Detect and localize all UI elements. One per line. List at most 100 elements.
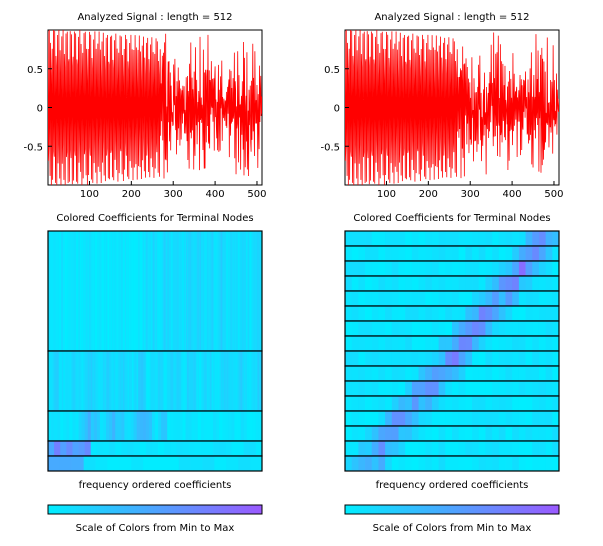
heatmap-cell [49, 351, 52, 411]
heatmap-cell [178, 231, 181, 351]
heatmap-cell [83, 456, 96, 471]
y-tick-label: 0.5 [324, 65, 340, 76]
heatmap-cell [371, 306, 379, 321]
x-tick-label: 500 [247, 189, 266, 200]
heatmap-cell [445, 366, 453, 381]
heatmap-cell [112, 351, 115, 411]
heatmap-cell [112, 411, 116, 441]
heatmap-cell [78, 411, 83, 441]
heatmap-cell [518, 306, 526, 321]
heatmap-cell [127, 411, 131, 441]
heatmap-cell [202, 231, 204, 351]
heatmap-cell [545, 291, 553, 306]
heatmap-cell [378, 411, 386, 426]
heatmap-cell [411, 396, 419, 411]
heatmap-cell [188, 351, 191, 411]
heatmap-cell [124, 351, 127, 411]
heatmap-cell [458, 441, 466, 456]
heatmap-cell [139, 441, 147, 456]
heatmap-cell [73, 231, 76, 351]
heatmap-cell [107, 231, 110, 351]
heatmap-cell [365, 366, 373, 381]
heatmap-cell [72, 441, 79, 456]
heatmap-cell [88, 231, 91, 351]
heatmap-cell [176, 231, 178, 351]
heatmap-cell [220, 351, 223, 411]
heatmap-cell [103, 441, 110, 456]
heatmap-cell [458, 426, 466, 441]
heatmap-cell [358, 396, 366, 411]
heatmap-cell [505, 321, 513, 336]
heatmap-cell [215, 231, 218, 351]
heatmap-cell [194, 231, 197, 351]
heatmap-cell [398, 276, 406, 291]
heatmap-cell [518, 261, 526, 276]
heatmap-cell [418, 441, 426, 456]
heatmap-cell [398, 381, 406, 396]
heatmap-cell [71, 456, 85, 471]
heatmap-cell [492, 426, 500, 441]
heatmap-cell [107, 351, 110, 411]
heatmap-cell [505, 231, 513, 246]
heatmap-cell [60, 411, 64, 441]
heatmap-cell [411, 291, 419, 306]
heatmap-cell [106, 351, 109, 411]
heatmap-cell [358, 276, 366, 291]
heatmap-cell [385, 381, 393, 396]
heatmap-cell [365, 351, 373, 366]
heatmap-cell [84, 411, 89, 441]
heatmap-cell [465, 231, 473, 246]
heatmap-cell [418, 276, 426, 291]
heatmap-cell [492, 366, 500, 381]
heatmap-cell [465, 411, 473, 426]
heatmap-cell [109, 411, 113, 441]
heatmap-cell [391, 396, 399, 411]
heatmap-cell [371, 396, 379, 411]
heatmap-cell [538, 231, 547, 246]
heatmap-cell [64, 231, 66, 351]
heatmap-cell [57, 411, 61, 441]
heatmap-cell [142, 231, 144, 351]
heatmap-cell [358, 366, 366, 381]
heatmap-cell [176, 441, 183, 456]
heatmap-cell [151, 231, 154, 351]
heatmap-cell [194, 441, 202, 456]
heatmap-cell [525, 261, 533, 276]
heatmap-cell [237, 231, 239, 351]
heatmap-cell [200, 351, 203, 411]
heatmap-cell [472, 336, 480, 351]
heatmap-cell [208, 351, 211, 411]
heatmap-cell [87, 231, 90, 351]
heatmap-cell [538, 411, 547, 426]
heatmap-cell [159, 231, 161, 351]
x-tick-label: 400 [206, 189, 225, 200]
heatmap-cell [257, 231, 260, 351]
heatmap-cell [525, 291, 533, 306]
heatmap-cell [145, 231, 147, 351]
heatmap-cell [247, 231, 249, 351]
heatmap-cell [465, 276, 473, 291]
heatmap-cell [452, 366, 460, 381]
heatmap-cell [545, 456, 553, 471]
heatmap-cell [240, 351, 243, 411]
heatmap-cell [159, 351, 162, 411]
heatmap-cell [106, 231, 109, 351]
heatmap-cell [148, 411, 153, 441]
heatmap-cell [431, 336, 440, 351]
heatmap-cell [171, 231, 173, 351]
heatmap-cell [206, 231, 208, 351]
heatmap-cell [525, 366, 533, 381]
heatmap-cell [391, 411, 399, 426]
heatmap-cell [472, 246, 480, 261]
heatmap-cell [492, 351, 500, 366]
heatmap-cell [458, 291, 466, 306]
heatmap-cell [54, 411, 58, 441]
heatmap-cell [170, 351, 173, 411]
heatmap-cell [458, 336, 466, 351]
heatmap-cell [378, 381, 386, 396]
heatmap-cell [213, 411, 217, 441]
heatmap-cell [235, 231, 237, 351]
heatmap-cell [258, 411, 263, 441]
heatmap-cell [185, 351, 188, 411]
heatmap-cell [498, 291, 506, 306]
